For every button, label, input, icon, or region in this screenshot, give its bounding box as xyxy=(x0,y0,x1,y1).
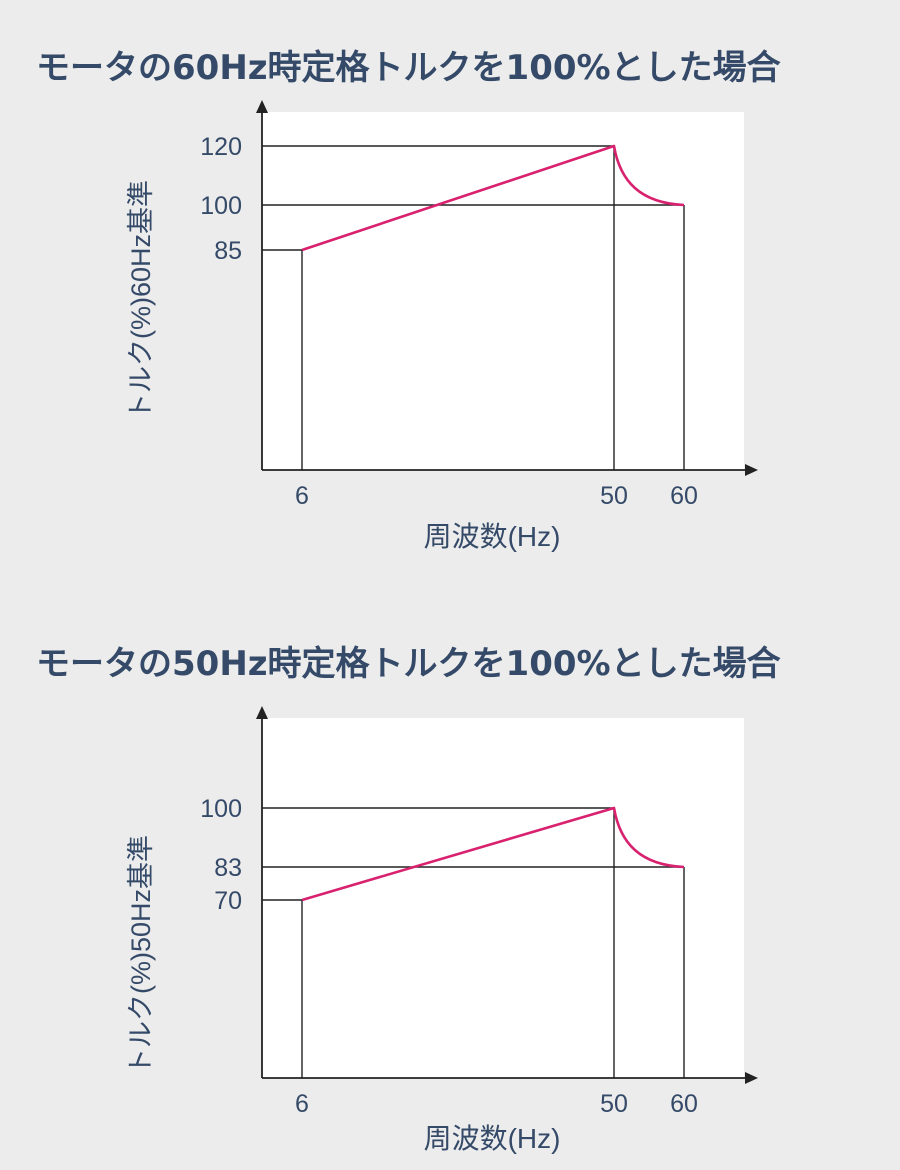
y-tick-label: 70 xyxy=(214,887,242,915)
chart-title-50hz: モータの50Hz時定格トルクを100%とした場合 xyxy=(36,644,781,684)
x-axis-label: 周波数(Hz) xyxy=(424,521,561,552)
x-tick-label: 50 xyxy=(600,1090,628,1118)
y-axis-label: トルク(%)60Hz基準 xyxy=(126,180,156,420)
y-tick-label: 100 xyxy=(200,795,242,823)
torque-curve xyxy=(301,806,685,902)
y-tick-label: 120 xyxy=(200,133,242,161)
y-axis-label: トルク(%)50Hz基準 xyxy=(126,835,156,1075)
y-tick-label: 100 xyxy=(200,192,242,220)
y-tick-label: 83 xyxy=(214,854,242,882)
plot-area xyxy=(262,112,744,470)
x-axis-arrow xyxy=(745,464,758,476)
x-tick-label: 60 xyxy=(670,1090,698,1118)
y-tick-label: 85 xyxy=(214,237,242,265)
plot-area xyxy=(262,718,744,1078)
x-tick-label: 6 xyxy=(295,1090,309,1118)
torque-curve xyxy=(301,144,685,252)
x-axis-arrow xyxy=(745,1072,758,1084)
x-tick-label: 60 xyxy=(670,482,698,510)
x-tick-label: 50 xyxy=(600,482,628,510)
chart-title-60hz: モータの60Hz時定格トルクを100%とした場合 xyxy=(36,48,781,88)
x-axis-label: 周波数(Hz) xyxy=(424,1123,561,1154)
x-tick-label: 6 xyxy=(295,482,309,510)
y-axis-arrow xyxy=(256,100,268,113)
torque-chart-60hz: 120 100 85 6 50 60 周波数(Hz) トルク(%)60Hz基準 xyxy=(126,100,758,552)
y-axis-arrow xyxy=(256,706,268,719)
